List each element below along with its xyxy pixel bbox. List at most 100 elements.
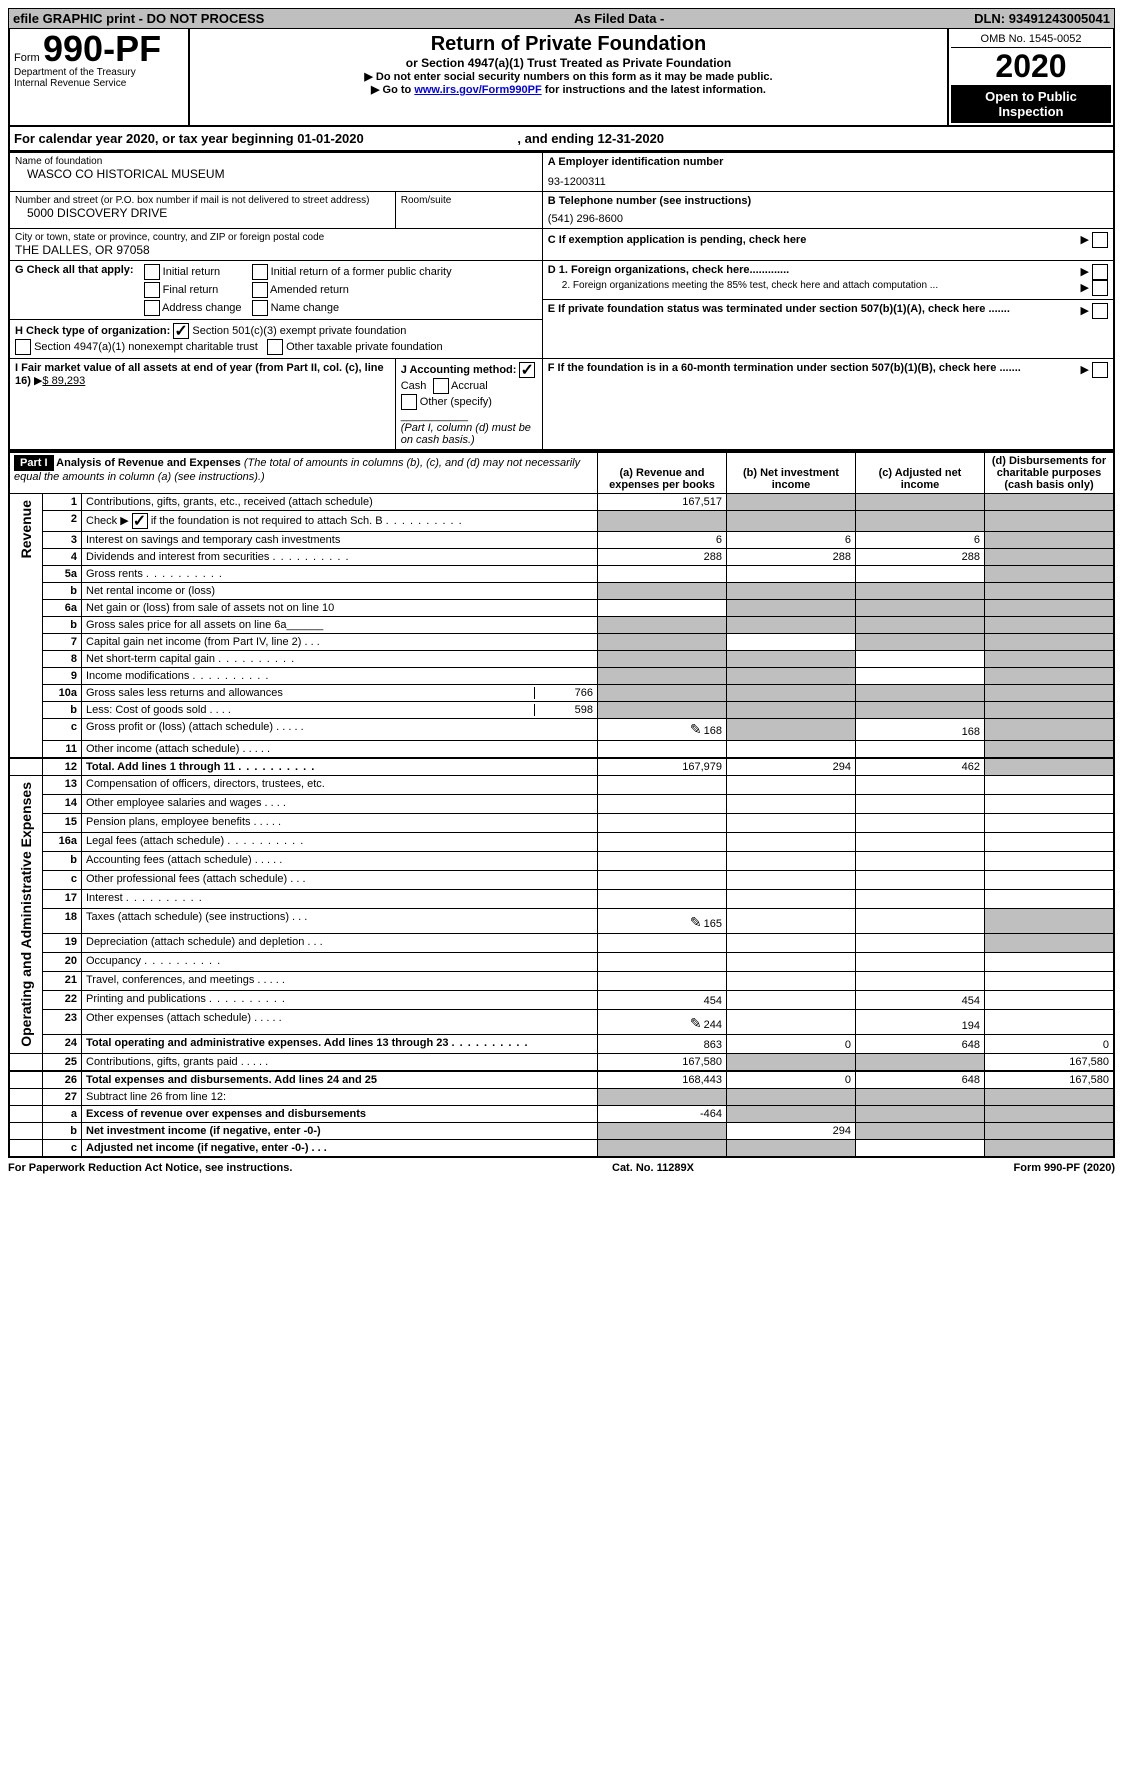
ein: 93-1200311	[548, 168, 1108, 188]
attach-icon[interactable]: ✎	[690, 914, 702, 931]
g-label: G Check all that apply:	[15, 264, 134, 276]
attach-icon[interactable]: ✎	[690, 721, 702, 738]
table-row: Revenue 1 Contributions, gifts, grants, …	[9, 494, 1114, 511]
checkbox-e[interactable]	[1092, 303, 1108, 319]
table-row: bLess: Cost of goods sold . . . . 598	[9, 702, 1114, 719]
city-state-zip: THE DALLES, OR 97058	[15, 243, 537, 257]
table-row: 24Total operating and administrative exp…	[9, 1034, 1114, 1053]
table-row: bNet investment income (if negative, ent…	[9, 1122, 1114, 1139]
table-row: 8Net short-term capital gain	[9, 651, 1114, 668]
table-row: 15Pension plans, employee benefits . . .…	[9, 814, 1114, 833]
as-filed: As Filed Data -	[574, 11, 664, 26]
expenses-label: Operating and Administrative Expenses	[14, 778, 38, 1051]
table-row: 21Travel, conferences, and meetings . . …	[9, 971, 1114, 990]
table-row: 11Other income (attach schedule) . . . .…	[9, 741, 1114, 759]
street-address: 5000 DISCOVERY DRIVE	[15, 206, 390, 220]
table-row: 19Depreciation (attach schedule) and dep…	[9, 933, 1114, 952]
table-row: 23Other expenses (attach schedule) . . .…	[9, 1009, 1114, 1034]
calendar-year-row: For calendar year 2020, or tax year begi…	[8, 127, 1115, 152]
table-row: bGross sales price for all assets on lin…	[9, 617, 1114, 634]
part1-table: Part I Analysis of Revenue and Expenses …	[8, 451, 1115, 1158]
efile-notice: efile GRAPHIC print - DO NOT PROCESS	[13, 11, 264, 26]
form-prefix: Form	[14, 52, 40, 64]
col-b-header: (b) Net investment income	[727, 452, 856, 494]
instr-1: ▶ Do not enter social security numbers o…	[194, 70, 943, 83]
table-row: bAccounting fees (attach schedule) . . .…	[9, 852, 1114, 871]
table-row: cOther professional fees (attach schedul…	[9, 871, 1114, 890]
main-title: Return of Private Foundation	[194, 33, 943, 56]
checkbox-accrual[interactable]	[433, 378, 449, 394]
h-label: H Check type of organization:	[15, 325, 170, 337]
footer-left: For Paperwork Reduction Act Notice, see …	[8, 1162, 292, 1174]
col-c-header: (c) Adjusted net income	[856, 452, 985, 494]
table-row: 16aLegal fees (attach schedule)	[9, 833, 1114, 852]
footer-right: Form 990-PF (2020)	[1014, 1162, 1115, 1174]
footer: For Paperwork Reduction Act Notice, see …	[8, 1158, 1115, 1178]
ein-label: A Employer identification number	[548, 156, 1108, 168]
checkbox-final-return[interactable]	[144, 282, 160, 298]
open-to-public: Open to Public Inspection	[951, 85, 1111, 123]
form-id-box: Form 990-PF Department of the Treasury I…	[10, 29, 190, 125]
table-row: 4Dividends and interest from securities …	[9, 549, 1114, 566]
tax-year: 2020	[951, 48, 1111, 85]
checkbox-501c3[interactable]	[173, 323, 189, 339]
checkbox-other-taxable[interactable]	[267, 339, 283, 355]
checkbox-d2[interactable]	[1092, 280, 1108, 296]
d2-label: 2. Foreign organizations meeting the 85%…	[562, 280, 938, 296]
table-row: 17Interest	[9, 890, 1114, 909]
checkbox-f[interactable]	[1092, 362, 1108, 378]
attach-icon[interactable]: ✎	[690, 1015, 702, 1032]
table-row: 18Taxes (attach schedule) (see instructi…	[9, 909, 1114, 934]
part1-label: Part I	[14, 455, 54, 471]
foundation-name: WASCO CO HISTORICAL MUSEUM	[15, 167, 537, 181]
checkbox-other-method[interactable]	[401, 394, 417, 410]
intro-table: Name of foundation WASCO CO HISTORICAL M…	[8, 152, 1115, 451]
checkbox-4947[interactable]	[15, 339, 31, 355]
checkbox-initial-return[interactable]	[144, 264, 160, 280]
year-box: OMB No. 1545-0052 2020 Open to Public In…	[947, 29, 1113, 125]
room-label: Room/suite	[401, 195, 537, 206]
table-row: 22Printing and publications 454454	[9, 990, 1114, 1009]
table-row: 27Subtract line 26 from line 12:	[9, 1088, 1114, 1105]
table-row: aExcess of revenue over expenses and dis…	[9, 1105, 1114, 1122]
irs-link[interactable]: www.irs.gov/Form990PF	[414, 84, 541, 96]
table-row: 26Total expenses and disbursements. Add …	[9, 1071, 1114, 1089]
f-label: F If the foundation is in a 60-month ter…	[548, 362, 1021, 378]
checkbox-sch-b[interactable]	[132, 513, 148, 529]
col-a-header: (a) Revenue and expenses per books	[598, 452, 727, 494]
title-box: Return of Private Foundation or Section …	[190, 29, 947, 125]
table-row: 2 Check ▶ if the foundation is not requi…	[9, 511, 1114, 532]
subtitle: or Section 4947(a)(1) Trust Treated as P…	[194, 56, 943, 70]
checkbox-c[interactable]	[1092, 232, 1108, 248]
checkbox-d1[interactable]	[1092, 264, 1108, 280]
table-row: 9Income modifications	[9, 668, 1114, 685]
city-label: City or town, state or province, country…	[15, 232, 537, 243]
table-row: 5aGross rents	[9, 566, 1114, 583]
table-row: 25Contributions, gifts, grants paid . . …	[9, 1053, 1114, 1071]
table-row: bNet rental income or (loss)	[9, 583, 1114, 600]
end-date: 12-31-2020	[598, 131, 665, 146]
checkbox-cash[interactable]	[519, 362, 535, 378]
checkbox-name-change[interactable]	[252, 300, 268, 316]
checkbox-address-change[interactable]	[144, 300, 160, 316]
top-bar: efile GRAPHIC print - DO NOT PROCESS As …	[8, 8, 1115, 29]
e-label: E If private foundation status was termi…	[548, 303, 1010, 319]
instr-2: ▶ Go to www.irs.gov/Form990PF for instru…	[194, 83, 943, 96]
omb-number: OMB No. 1545-0052	[951, 31, 1111, 48]
d1-label: D 1. Foreign organizations, check here..…	[548, 264, 789, 280]
checkbox-amended-return[interactable]	[252, 282, 268, 298]
table-row: cGross profit or (loss) (attach schedule…	[9, 719, 1114, 741]
footer-cat: Cat. No. 11289X	[612, 1162, 694, 1174]
table-row: 10aGross sales less returns and allowanc…	[9, 685, 1114, 702]
table-row: Operating and Administrative Expenses 13…	[9, 776, 1114, 795]
table-row: 12Total. Add lines 1 through 11 167,9792…	[9, 758, 1114, 776]
checkbox-initial-former[interactable]	[252, 264, 268, 280]
telephone: (541) 296-8600	[548, 207, 1108, 225]
c-label: C If exemption application is pending, c…	[548, 234, 807, 246]
dept-irs: Internal Revenue Service	[14, 78, 184, 89]
part1-title: Analysis of Revenue and Expenses	[56, 457, 241, 469]
revenue-label: Revenue	[14, 496, 38, 562]
i-value: $ 89,293	[42, 375, 85, 387]
j-note: (Part I, column (d) must be on cash basi…	[401, 422, 531, 446]
tel-label: B Telephone number (see instructions)	[548, 195, 1108, 207]
